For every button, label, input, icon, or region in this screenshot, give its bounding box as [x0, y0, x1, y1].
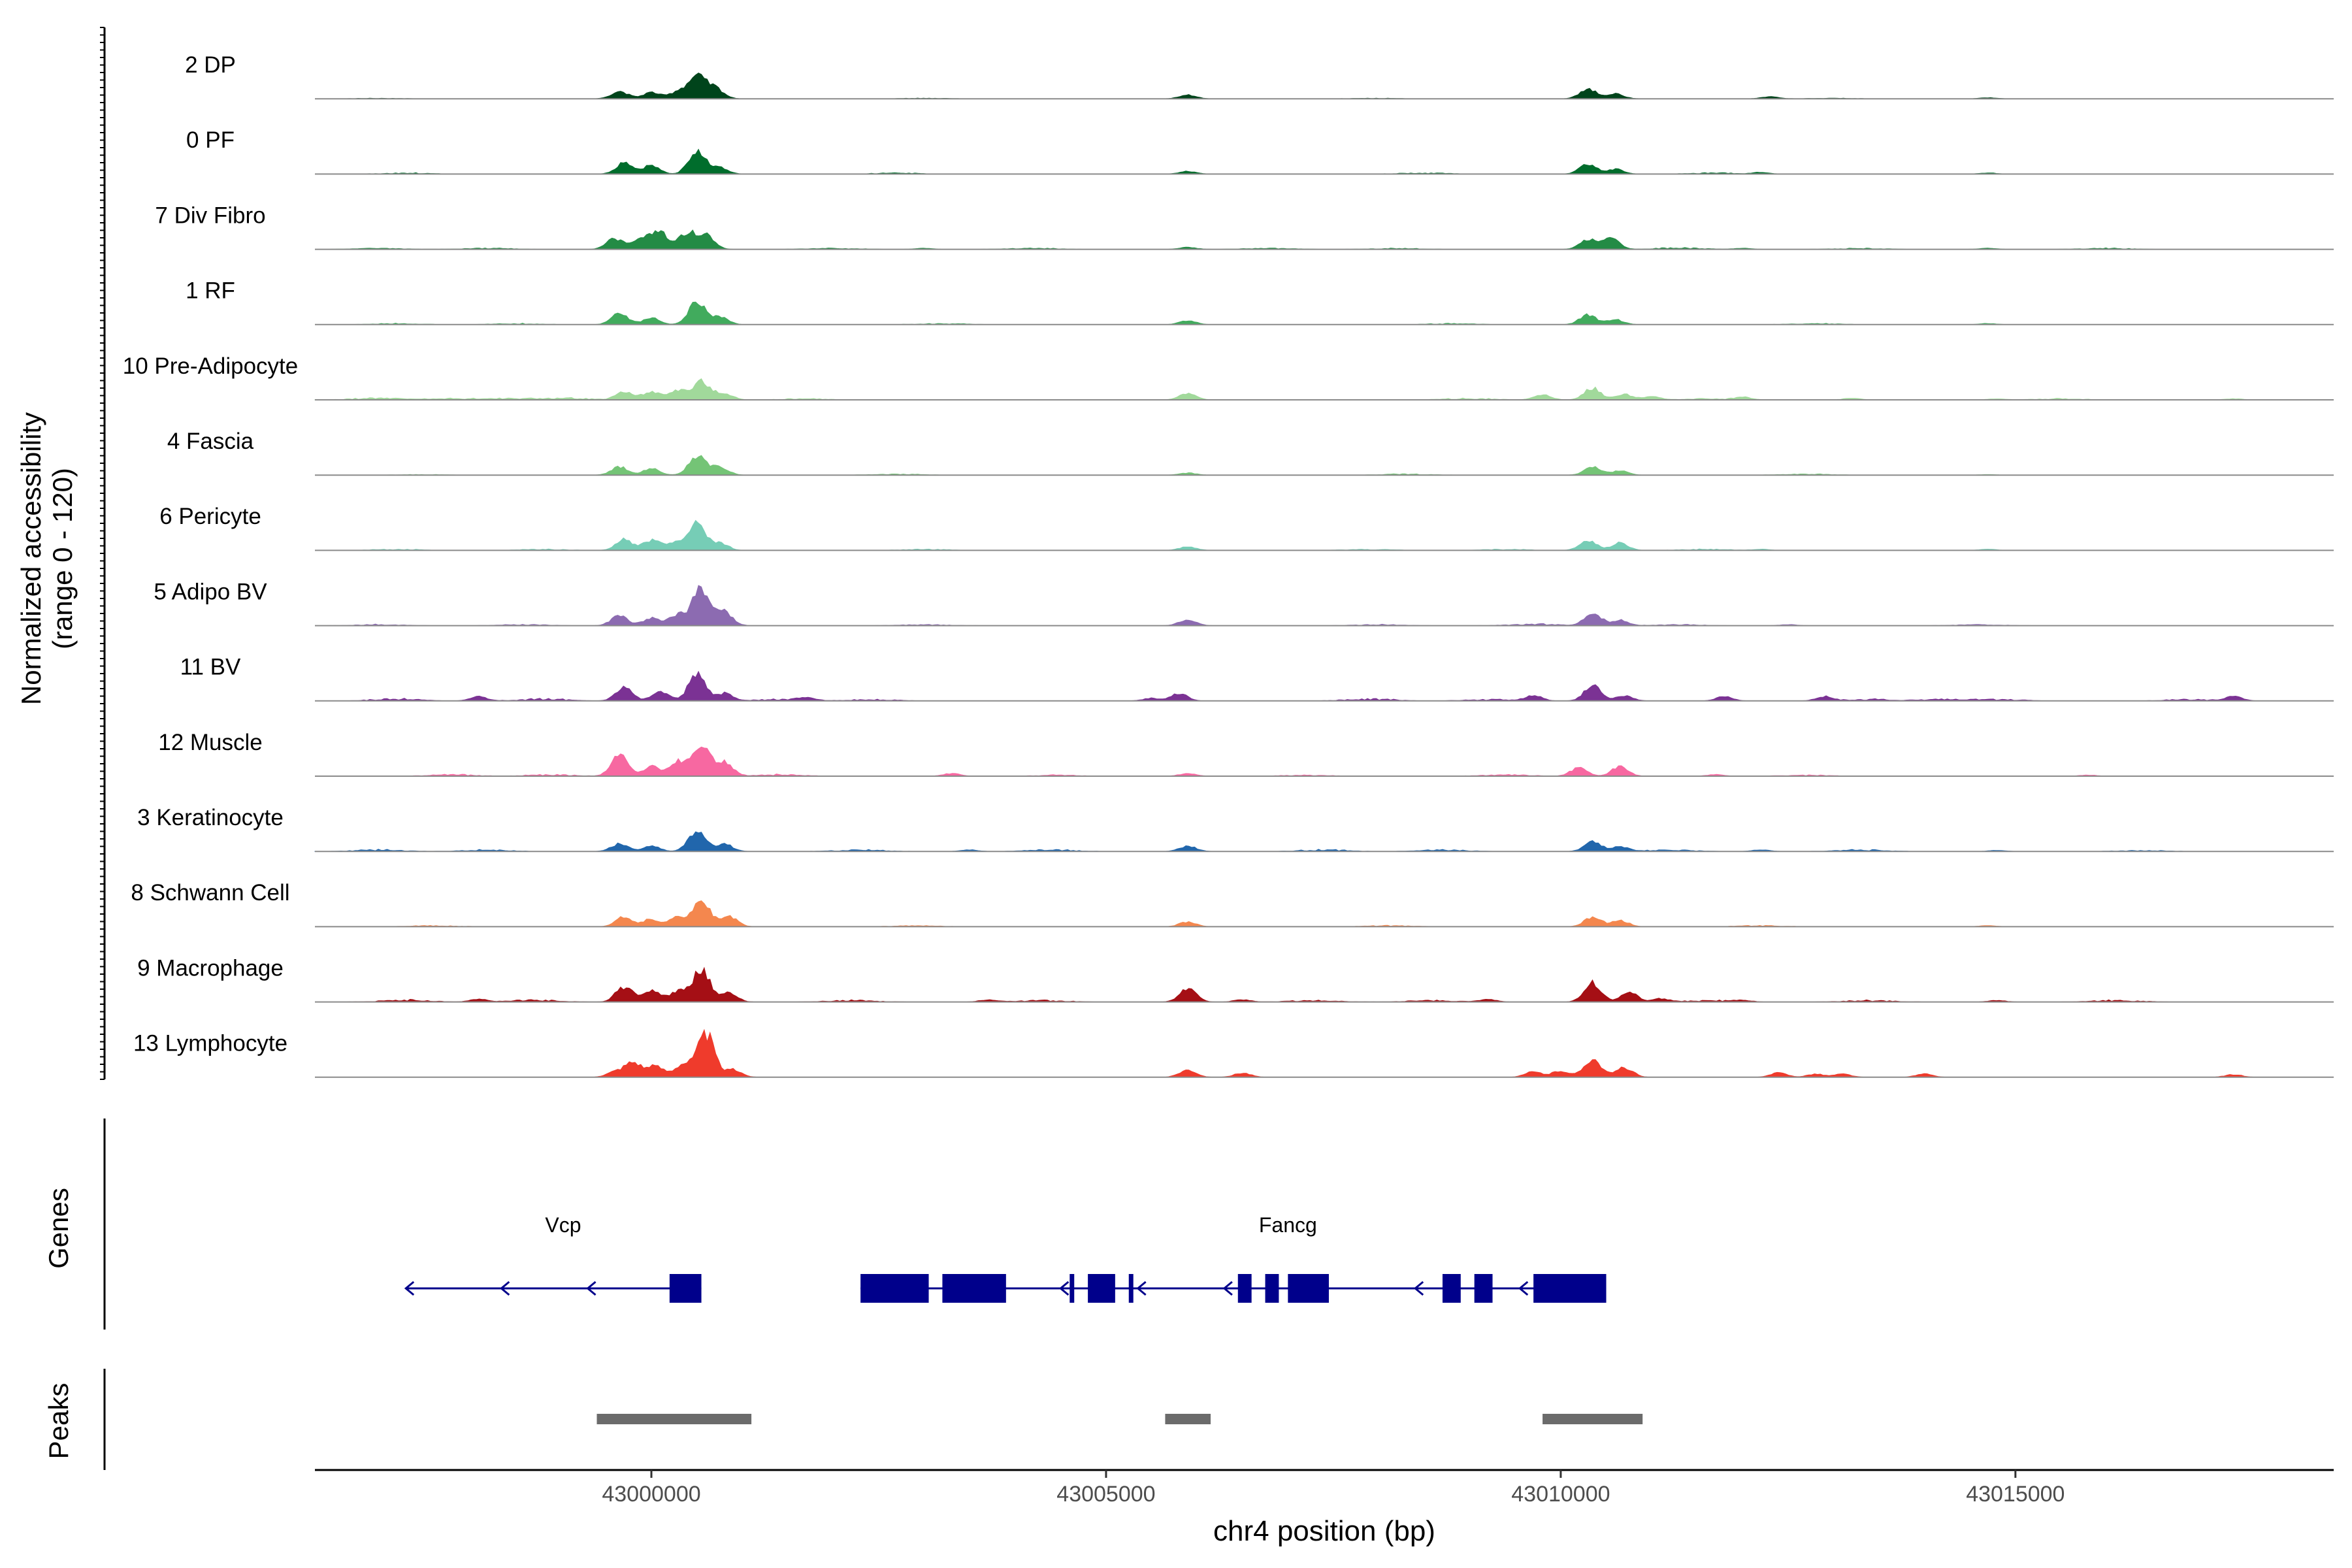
x-tick-label: 43015000	[1966, 1482, 2065, 1507]
track-13-lymphocyte: 13 Lymphocyte	[133, 1028, 2334, 1078]
panel-axes	[100, 27, 106, 1470]
track-1-rf: 1 RF	[186, 278, 2334, 325]
x-axis-label: chr4 position (bp)	[1213, 1515, 1435, 1547]
gene-exon	[669, 1274, 702, 1303]
track-label: 13 Lymphocyte	[133, 1031, 287, 1056]
track-label: 1 RF	[186, 278, 235, 304]
strand-arrow-icon	[1059, 1281, 1070, 1296]
strand-arrow-icon	[1518, 1281, 1529, 1296]
y-axis-label-line1: Normalized accessibility	[16, 412, 46, 705]
track-10-pre-adipocyte: 10 Pre-Adipocyte	[123, 353, 2334, 400]
track-4-fascia: 4 Fascia	[167, 429, 2334, 476]
track-label: 5 Adipo BV	[154, 579, 267, 604]
gene-label: Fancg	[1259, 1213, 1317, 1237]
gene-exon	[1265, 1274, 1279, 1303]
gene-exon	[860, 1274, 929, 1303]
peaks-panel-title: Peaks	[43, 1383, 74, 1460]
x-tick-label: 43000000	[602, 1482, 700, 1507]
x-tick-label: 43010000	[1511, 1482, 1610, 1507]
gene-annotation-panel: Vcp Fancg	[404, 1213, 1607, 1303]
track-6-pericyte: 6 Pericyte	[159, 504, 2334, 551]
gene-exon	[1533, 1274, 1607, 1303]
track-label: 3 Keratinocyte	[137, 805, 284, 830]
gene-exon	[942, 1274, 1006, 1303]
track-label: 9 Macrophage	[137, 955, 284, 981]
track-7-div-fibro: 7 Div Fibro	[155, 203, 2334, 250]
strand-arrow-icon	[1136, 1281, 1147, 1296]
strand-arrow-icon	[1222, 1281, 1233, 1296]
track-label: 8 Schwann Cell	[131, 880, 289, 906]
track-12-muscle: 12 Muscle	[158, 730, 2334, 777]
gene-vcp: Vcp	[404, 1213, 702, 1303]
genes-panel-title: Genes	[43, 1188, 74, 1269]
track-11-bv: 11 BV	[180, 655, 2334, 702]
track-coverage-area	[315, 966, 2334, 1003]
gene-fancg: Fancg	[860, 1213, 1607, 1303]
gene-exon	[1474, 1274, 1493, 1303]
track-8-schwann-cell: 8 Schwann Cell	[131, 880, 2334, 928]
track-3-keratinocyte: 3 Keratinocyte	[137, 805, 2334, 853]
track-label: 6 Pericyte	[159, 504, 261, 529]
strand-arrow-icon	[404, 1281, 415, 1296]
gene-exon	[1070, 1274, 1075, 1303]
y-axis-label-line2: (range 0 - 120)	[47, 468, 78, 649]
track-label: 7 Div Fibro	[155, 203, 265, 228]
strand-arrow-icon	[586, 1281, 596, 1296]
accessibility-tracks: 2 DP 0 PF 7 Div Fibro 1 RF 10 Pre-Adipocyte 4…	[123, 52, 2334, 1078]
strand-arrow-icon	[499, 1281, 510, 1296]
gene-exon	[1088, 1274, 1115, 1303]
peak-region-bar	[1543, 1414, 1643, 1424]
peak-regions-panel	[596, 1414, 1643, 1424]
gene-label: Vcp	[545, 1213, 581, 1237]
track-label: 2 DP	[185, 52, 236, 78]
gene-exon	[1237, 1274, 1252, 1303]
peak-region-bar	[1165, 1414, 1211, 1424]
track-5-adipo-bv: 5 Adipo BV	[154, 579, 2334, 627]
gene-exon	[1442, 1274, 1461, 1303]
track-label: 12 Muscle	[158, 730, 263, 755]
track-coverage-area	[314, 831, 2334, 852]
track-label: 0 PF	[186, 127, 235, 153]
peak-region-bar	[596, 1414, 752, 1424]
x-tick-label: 43005000	[1056, 1482, 1155, 1507]
track-label: 11 BV	[180, 655, 241, 680]
track-9-macrophage: 9 Macrophage	[137, 955, 2334, 1003]
x-axis: 43000000 43005000 43010000 43015000	[315, 1469, 2334, 1507]
track-label: 10 Pre-Adipocyte	[123, 353, 298, 379]
track-2-dp: 2 DP	[185, 52, 2334, 100]
track-0-pf: 0 PF	[186, 127, 2334, 175]
gene-exon	[1288, 1274, 1329, 1303]
track-label: 4 Fascia	[167, 429, 254, 454]
strand-arrow-icon	[1413, 1281, 1424, 1296]
y-axis-label: Normalized accessibility (range 0 - 120)	[16, 412, 78, 705]
gene-exon	[1128, 1274, 1134, 1303]
